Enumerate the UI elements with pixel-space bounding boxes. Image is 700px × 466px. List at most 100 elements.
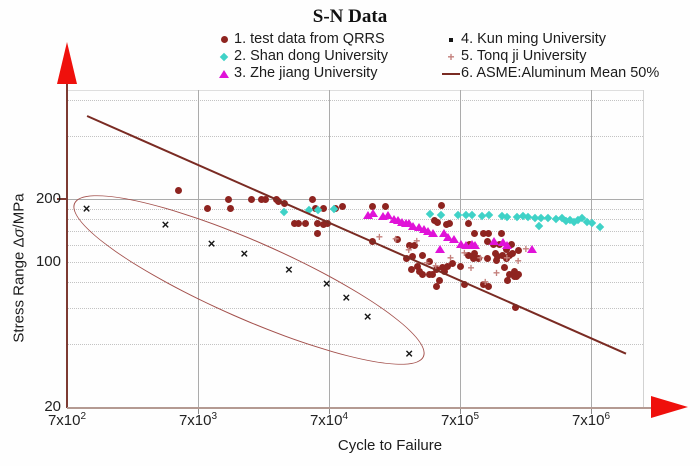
y-tick-mark-200: [57, 198, 67, 200]
y-axis-line: [66, 80, 68, 408]
y-tick-label: 20: [44, 398, 61, 415]
y-axis-arrow-icon: [57, 42, 77, 84]
data-point-qrrs: [258, 195, 266, 203]
data-point-zhejiang: [502, 240, 513, 249]
data-point-qrrs: [512, 304, 520, 312]
legend-circle-icon: [214, 36, 234, 43]
sigma-symbol: σ: [10, 228, 28, 238]
data-point-qrrs: [438, 263, 446, 271]
legend-item-6: 6. ASME:Aluminum Mean 50%: [441, 65, 659, 82]
gridline-horizontal: [67, 261, 643, 263]
data-point-qrrs: [301, 220, 309, 228]
data-point-qrrs: [319, 221, 327, 229]
data-point-qrrs: [515, 270, 523, 278]
legend-plus-icon: +: [447, 49, 455, 64]
data-point-qrrs: [432, 282, 440, 290]
y-axis-title: Stress Range Δσ/MPa: [11, 193, 28, 342]
data-point-zhejiang: [443, 232, 453, 241]
data-point-qrrs: [394, 235, 402, 243]
data-point-qrrs: [456, 262, 464, 270]
data-point-qrrs: [499, 252, 507, 259]
data-point-qrrs: [225, 195, 233, 203]
gridline-horizontal: [67, 219, 643, 221]
gridline-horizontal: [67, 344, 643, 346]
gridline-vertical: [329, 90, 330, 408]
legend-square-icon: [441, 37, 461, 42]
gridline-horizontal: [67, 99, 643, 101]
data-point-qrrs: [425, 258, 433, 266]
data-point-qrrs: [485, 282, 493, 290]
data-point-qrrs: [493, 257, 501, 265]
data-point-qrrs: [497, 229, 505, 237]
data-point-qrrs: [262, 195, 270, 203]
y-axis-title-text: Stress Range: [10, 247, 28, 343]
data-point-tonqji: +: [413, 233, 421, 248]
data-point-qrrs: [445, 219, 453, 227]
x-tick-mark: [460, 408, 461, 414]
delta-symbol: Δ: [10, 237, 28, 248]
y-tick-label: 100: [35, 252, 61, 270]
data-point-tonqji: +: [405, 243, 413, 258]
data-point-qrrs: [480, 280, 488, 288]
data-point-tonqji: +: [492, 265, 500, 280]
data-point-qrrs: [502, 246, 510, 254]
legend-label: 2. Shan dong University: [234, 48, 388, 64]
data-point-qrrs: [484, 237, 492, 245]
data-point-tonqji: +: [460, 245, 468, 260]
data-point-tonqji: +: [514, 254, 522, 269]
x-tick-mark: [329, 408, 330, 414]
data-point-qrrs: [407, 265, 415, 273]
data-point-qrrs: [470, 229, 478, 237]
data-point-qrrs: [408, 252, 416, 260]
data-point-qrrs: [313, 229, 321, 237]
data-point-qrrs: [313, 220, 321, 228]
x-tick-label: 7x105: [440, 411, 480, 429]
data-point-qrrs: [433, 218, 441, 226]
data-point-qrrs: [484, 254, 492, 262]
data-point-qrrs: [510, 267, 518, 275]
legend-item-2: 2. Shan dong University: [214, 48, 388, 65]
data-point-zhejiang: [460, 241, 471, 250]
data-point-qrrs: [503, 277, 511, 285]
data-point-qrrs: [469, 254, 477, 262]
data-point-qrrs: [465, 252, 473, 259]
data-point-qrrs: [338, 202, 346, 210]
gridline-vertical: [198, 90, 199, 408]
data-point-kunming: ×: [322, 276, 331, 292]
data-point-tonqji: +: [467, 260, 475, 275]
legend-line-icon: [441, 72, 461, 75]
legend-label: 3. Zhe jiang University: [234, 65, 378, 81]
gridline-horizontal: [67, 245, 643, 247]
data-point-qrrs: [175, 186, 183, 194]
data-point-tonqji: +: [503, 251, 511, 266]
data-point-qrrs: [480, 229, 488, 237]
data-point-qrrs: [448, 259, 456, 267]
data-point-tonqji: +: [522, 242, 530, 257]
data-point-qrrs: [248, 195, 256, 203]
data-point-qrrs: [494, 252, 502, 260]
data-point-qrrs: [475, 254, 483, 262]
data-point-qrrs: [443, 262, 451, 270]
data-point-qrrs: [204, 205, 212, 213]
data-point-kunming: ×: [342, 289, 351, 305]
data-point-kunming: ×: [82, 200, 91, 216]
data-point-qrrs: [413, 262, 421, 270]
data-point-kunming: ×: [405, 345, 413, 361]
data-point-kunming: ×: [285, 262, 293, 278]
data-point-qrrs: [308, 195, 316, 203]
data-point-shandong: [437, 210, 446, 219]
data-point-zhejiang: [434, 245, 445, 254]
data-point-qrrs: [470, 249, 478, 257]
data-point-qrrs: [440, 267, 448, 275]
data-point-shandong: [534, 221, 544, 231]
gridline-horizontal: [67, 208, 643, 210]
y-axis-unit: /MPa: [10, 193, 28, 229]
data-point-qrrs: [435, 277, 443, 285]
x-tick-label: 7x106: [571, 411, 611, 429]
data-point-qrrs: [500, 263, 508, 271]
data-point-qrrs: [320, 205, 328, 213]
data-point-tonqji: +: [392, 231, 400, 246]
data-point-zhejiang: [382, 210, 393, 219]
legend-label: 6. ASME:Aluminum Mean 50%: [461, 65, 660, 81]
